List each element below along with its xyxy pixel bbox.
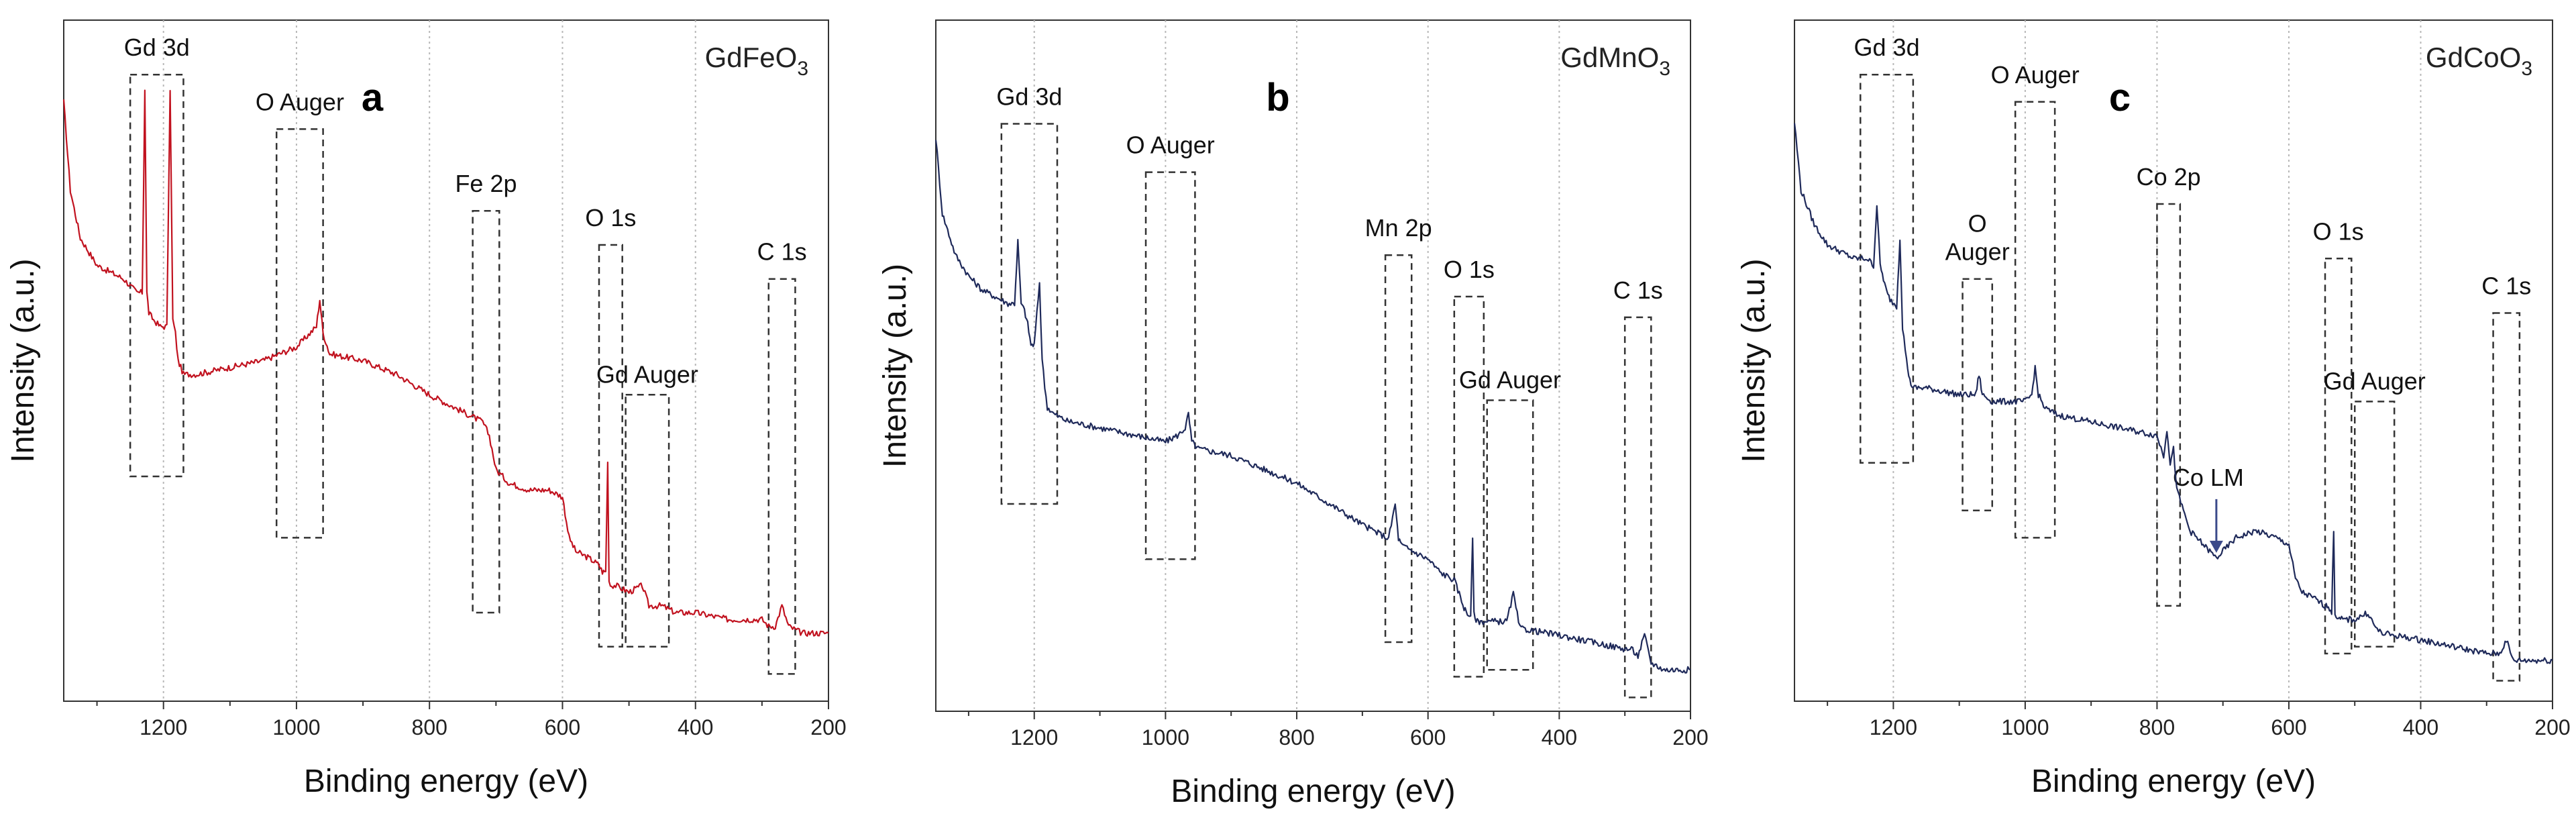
region-box [2156,203,2182,607]
plot-frame [1794,19,2553,702]
region-box [625,394,670,648]
region-label: C 1s [1613,276,1663,304]
region-label: O Auger [256,88,344,115]
region-label: O Auger [1126,132,1215,159]
region-label: O Auger [1991,61,2080,89]
compound-title: GdCoO3 [2426,42,2532,80]
region-box [2492,312,2521,682]
x-tick-label: 1000 [2001,715,2049,739]
region-box [472,209,500,614]
region-box [1384,254,1413,643]
x-tick-label: 600 [545,715,580,739]
region-box [767,278,796,675]
region-box [1144,171,1196,560]
panel-a: 1200 1000 800 600 400 200 Gd 3d O Auger Fe 2p O 1… [0,0,859,826]
x-tick-label: 1200 [140,715,187,739]
series-line [62,89,829,637]
y-axis-title: Intensity (a.u.) [877,264,913,468]
annotation-label: Co LM [2173,464,2244,491]
x-axis-title: Binding energy (eV) [2031,764,2316,799]
region-label: Gd 3d [124,34,190,61]
y-axis-title: Intensity (a.u.) [1736,258,1772,462]
region-box [2014,101,2056,539]
plot-frame [935,19,1691,712]
x-tick-label: 400 [1542,725,1577,750]
x-tick-label: 200 [1672,725,1708,750]
region-box [598,244,623,648]
annotation-arrow-head [2209,540,2223,553]
region-box [1623,316,1652,699]
x-tick-label: 600 [1410,725,1446,750]
region-box [275,128,324,539]
region-label: O 1s [1444,256,1495,283]
region-label: Mn 2p [1365,214,1432,242]
y-axis-title: Intensity (a.u.) [5,258,41,462]
region-label: Gd 3d [1854,34,1920,61]
x-tick-label: 800 [412,715,447,739]
x-tick-label: 400 [2403,715,2438,739]
series-line [1793,123,2553,664]
region-box [1000,123,1059,505]
x-tick-label: 400 [678,715,713,739]
compound-title: GdMnO3 [1560,42,1670,80]
region-box [1486,399,1534,671]
region-label: Gd 3d [996,83,1062,111]
x-axis-title: Binding energy (eV) [304,764,588,799]
x-tick-label: 800 [2139,715,2175,739]
region-box [2353,401,2396,648]
x-tick-label: 600 [2271,715,2306,739]
panel-c: 1200 1000 800 600 400 200 Gd 3d O Auger O Auger Co… [1717,0,2576,826]
compound-base: GdFeO [705,42,798,73]
series-line [934,140,1691,674]
region-label: Gd Auger [2324,367,2426,395]
panel-letter: c [2109,76,2131,119]
x-axis-title: Binding energy (eV) [1171,774,1455,809]
region-box [129,73,184,478]
x-tick-label: 1200 [1870,715,1917,739]
x-tick-label: 200 [2534,715,2570,739]
chart-svg-a: 1200 1000 800 600 400 200 Gd 3d O Auger Fe 2p O 1… [5,19,847,799]
region-label: Co 2p [2137,163,2201,191]
region-box [2324,258,2353,655]
x-tick-label: 200 [810,715,846,739]
region-label: C 1s [757,238,807,266]
chart-svg-b: 1200 1000 800 600 400 200 Gd 3d O Auger Mn 2p O 1… [877,19,1709,809]
compound-subscript: 3 [2521,58,2532,80]
region-box [1453,295,1485,678]
region-label: O 1s [2313,217,2364,245]
compound-subscript: 3 [1659,58,1670,80]
x-tick-label: 1200 [1010,725,1058,750]
region-label: O 1s [585,204,636,231]
region-label: C 1s [2481,272,2531,299]
region-label: Gd Auger [596,360,698,388]
compound-base: GdCoO [2426,42,2521,73]
region-label: Gd Auger [1459,366,1561,394]
plot-frame [63,19,829,702]
compound-base: GdMnO [1560,42,1659,73]
x-tick-label: 1000 [272,715,320,739]
panel-b: 1200 1000 800 600 400 200 Gd 3d O Auger Mn 2p O 1… [859,0,1717,826]
panel-letter: a [362,76,384,119]
x-tick-label: 1000 [1142,725,1189,750]
region-label: Auger [1945,238,2010,266]
region-box [1962,278,1994,512]
compound-title: GdFeO3 [705,42,808,80]
region-label: O [1968,210,1987,238]
compound-subscript: 3 [797,58,808,80]
region-label: Fe 2p [455,170,517,197]
x-tick-label: 800 [1279,725,1314,750]
region-box [1860,73,1915,464]
panel-letter: b [1266,76,1289,119]
